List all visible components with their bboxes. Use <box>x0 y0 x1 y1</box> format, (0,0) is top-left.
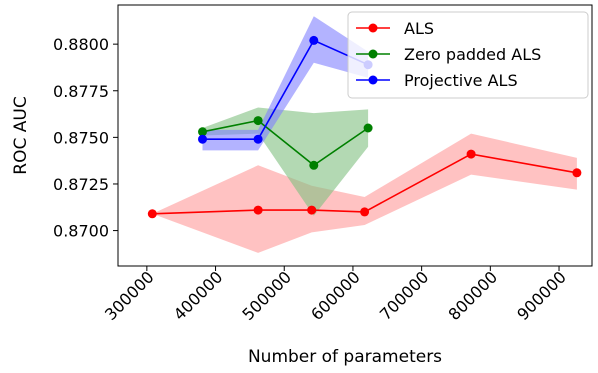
series-0-point <box>572 168 582 178</box>
series-0-line <box>152 153 578 215</box>
legend-entry: ALS <box>356 19 434 38</box>
series-1-confidence-band <box>202 107 369 216</box>
series-0-point <box>360 207 370 217</box>
y-tick-label: 0.8800 <box>53 35 109 54</box>
series-0-confidence-band <box>152 133 577 253</box>
x-tick-label: 500000 <box>238 267 295 324</box>
series-0-point <box>253 205 263 215</box>
series-2-point <box>198 134 207 144</box>
x-tick-label: 800000 <box>445 267 502 324</box>
series-1-point <box>253 116 263 126</box>
y-tick-label: 0.8700 <box>53 222 109 241</box>
series-1-point <box>309 160 319 170</box>
x-tick-label: 700000 <box>376 267 433 324</box>
series-1-line <box>202 119 369 167</box>
series-0-point <box>307 205 317 215</box>
series-0-point <box>147 209 157 219</box>
y-axis-label: ROC AUC <box>11 96 31 174</box>
legend-entry: Projective ALS <box>356 71 518 90</box>
axes-frame <box>117 4 593 267</box>
legend: ALS Zero padded ALS Projective ALS <box>347 11 589 99</box>
legend-label: ALS <box>404 19 434 38</box>
x-tick-label: 900000 <box>513 267 570 324</box>
series-1-point <box>198 127 207 137</box>
series-2-point <box>253 134 263 144</box>
series-2-line <box>202 39 369 140</box>
series-1-point <box>363 123 373 133</box>
legend-marker <box>368 49 378 59</box>
legend-marker <box>368 75 378 85</box>
legend-label: Zero padded ALS <box>404 45 541 64</box>
plot-area <box>147 16 582 253</box>
legend-box <box>347 11 589 99</box>
x-tick-label: 300000 <box>101 267 158 324</box>
x-axis-label: Number of parameters <box>248 347 442 367</box>
x-tick-label: 400000 <box>170 267 227 324</box>
legend-marker <box>368 23 378 33</box>
legend-entry: Zero padded ALS <box>356 45 541 64</box>
legend-label: Projective ALS <box>404 71 518 90</box>
x-tick-label: 600000 <box>307 267 364 324</box>
series-0-point <box>466 149 476 159</box>
y-tick-label: 0.8775 <box>53 82 109 101</box>
y-tick-label: 0.8750 <box>53 128 109 147</box>
series-2-point <box>309 35 319 45</box>
series-2-confidence-band <box>202 16 369 151</box>
y-tick-label: 0.8725 <box>53 175 109 194</box>
